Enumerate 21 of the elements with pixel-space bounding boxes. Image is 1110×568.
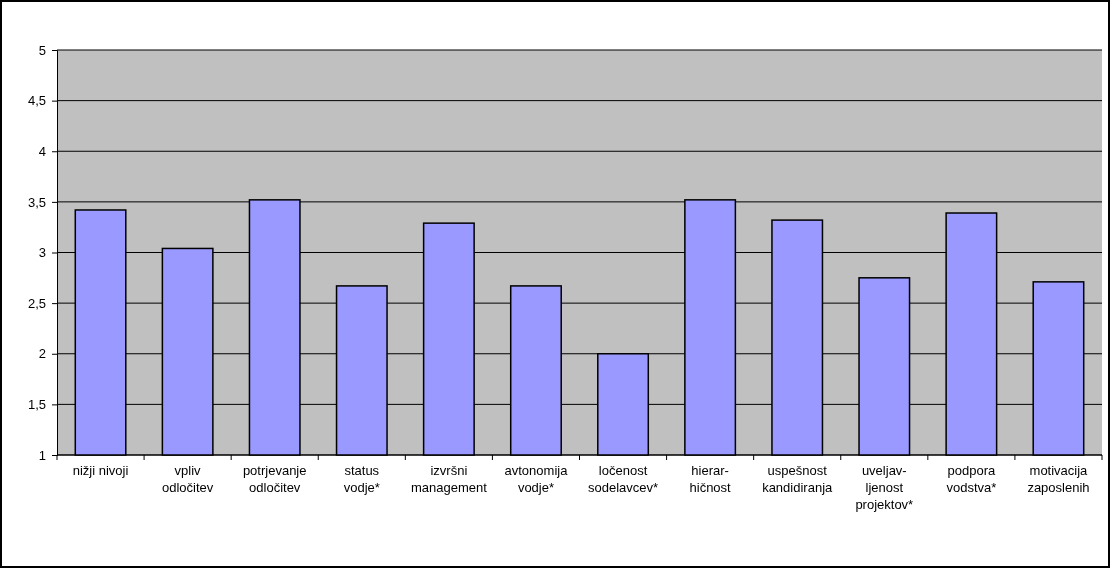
x-tick-label: izvršni management xyxy=(410,463,488,495)
x-tick-label: uveljav-ljenost projektov* xyxy=(855,463,914,512)
y-tick-label: 2,5 xyxy=(27,295,46,311)
y-tick-label: 4 xyxy=(38,143,46,159)
x-tick-label: uspešnost kandidiranja xyxy=(762,463,834,495)
x-tick-label: ločenost sodelavcev* xyxy=(587,463,659,495)
x-tick-label: podpora vodstva* xyxy=(946,463,997,495)
y-tick-label: 2 xyxy=(38,346,46,362)
y-tick-label: 4,5 xyxy=(27,93,46,109)
x-tick-label: avtonomija vodje* xyxy=(504,463,569,495)
x-tick-label: nižji nivoji xyxy=(72,463,129,478)
x-tick-label: vpliv odločitev xyxy=(161,463,214,495)
x-tick-label: status vodje* xyxy=(343,463,380,495)
x-tick-label: potrjevanje odločitev xyxy=(242,463,307,495)
y-tick-label: 3 xyxy=(38,245,46,261)
y-tick-label: 5 xyxy=(38,42,46,58)
x-tick-label: hierar-hičnost xyxy=(689,463,732,495)
x-tick-label: motivacija zaposlenih xyxy=(1027,463,1090,495)
y-tick-label: 1 xyxy=(38,447,46,463)
y-tick-label: 1,5 xyxy=(27,397,46,413)
y-tick-label: 3,5 xyxy=(27,194,46,210)
